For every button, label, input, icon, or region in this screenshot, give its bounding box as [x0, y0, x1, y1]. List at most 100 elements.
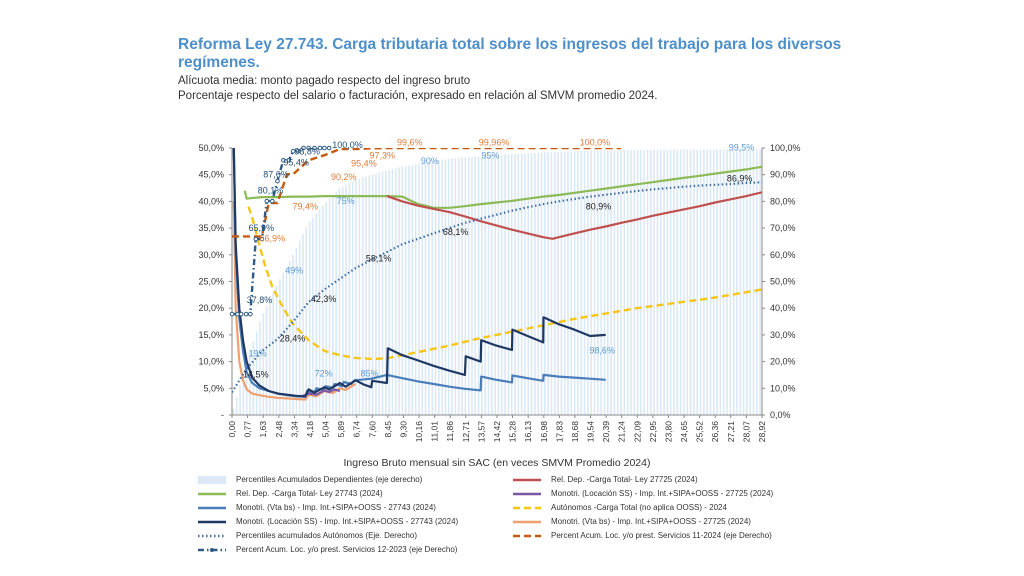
- percentile-bar: [653, 149, 655, 416]
- percentile-bar: [689, 149, 692, 416]
- series-point-percent_12_2023: [295, 148, 301, 154]
- percentile-bar: [242, 373, 245, 415]
- percentile-bar: [484, 155, 487, 415]
- percentile-bar: [491, 155, 493, 415]
- percentile-bar: [451, 158, 453, 416]
- percentile-bar: [696, 149, 699, 415]
- x-tick-label: 24,65: [679, 421, 689, 443]
- percentile-bar: [630, 149, 632, 416]
- percentile-bar: [444, 159, 447, 415]
- percentile-bar: [676, 149, 679, 416]
- percentile-bar: [308, 221, 311, 415]
- data-label: 98,8%: [294, 147, 320, 157]
- data-label: 99,5%: [729, 143, 755, 153]
- percentile-bar: [414, 164, 417, 415]
- percentile-bar: [302, 233, 304, 415]
- x-tick-label: 0,77: [243, 421, 253, 438]
- x-tick-label: 0,00: [227, 421, 237, 438]
- data-label: 65,9%: [249, 223, 275, 233]
- percentile-bar: [249, 351, 251, 415]
- percentile-bar: [285, 267, 288, 415]
- x-tick-label: 12,71: [461, 421, 471, 443]
- percentile-bar: [431, 161, 434, 415]
- percentile-bar: [265, 306, 268, 415]
- percentile-bar: [517, 153, 520, 415]
- x-tick-label: 2,48: [274, 421, 284, 438]
- percentile-bar: [524, 153, 526, 415]
- data-label: 90,2%: [331, 172, 357, 182]
- data-label: 86,9%: [727, 173, 753, 183]
- data-label: 37,8%: [247, 295, 273, 305]
- x-tick-label: 26,36: [710, 421, 720, 443]
- percentile-bar: [447, 158, 450, 415]
- percentile-bar: [666, 149, 669, 415]
- percentile-bar: [759, 149, 761, 415]
- legend-swatch: [198, 476, 226, 484]
- x-tick-label: 4,18: [305, 421, 315, 438]
- chart-title: Reforma Ley 27.743. Carga tributaria tot…: [178, 36, 842, 71]
- percentile-bar: [378, 172, 381, 415]
- percentile-bar: [640, 149, 642, 415]
- legend-label: Monotri. (Locación SS) - Imp. Int.+SIPA+…: [236, 517, 459, 526]
- y-tick-label-left: -: [221, 410, 224, 420]
- percentile-bar: [603, 150, 606, 415]
- legend-label: Monotri. (Vta bs) - Imp. Int.+SIPA+OOSS …: [236, 503, 436, 512]
- percentile-bar: [746, 149, 748, 415]
- series-line-monotri_loc_27725: [301, 388, 341, 398]
- percentile-bar: [712, 149, 715, 415]
- percentile-bar: [597, 150, 599, 415]
- percentile-bar: [583, 150, 586, 415]
- percentile-bar: [361, 177, 364, 415]
- x-tick-label: 5,89: [336, 421, 346, 438]
- legend-swatch: [513, 492, 541, 496]
- series-point-percent_12_2023: [248, 311, 253, 317]
- percentile-bar: [322, 205, 324, 415]
- series-point-percent_12_2023: [326, 145, 332, 151]
- legend-swatch: [198, 492, 226, 496]
- data-label: 68,1%: [443, 227, 469, 237]
- percentile-bar: [328, 198, 331, 415]
- x-tick-label: 28,07: [741, 421, 751, 443]
- y-tick-label-right: 0,0%: [770, 410, 791, 420]
- percentile-bar: [358, 178, 361, 415]
- data-label: 95,4%: [351, 159, 377, 169]
- legend-swatch: [198, 506, 226, 510]
- x-tick-label: 19,54: [586, 421, 596, 443]
- data-label: 58,1%: [366, 253, 392, 263]
- y-tick-label-right: 70,0%: [770, 223, 796, 233]
- percentile-bar: [385, 170, 387, 415]
- percentile-bar: [428, 162, 430, 415]
- percentile-bar: [255, 331, 258, 415]
- series-line-percent_autonomos: [232, 181, 762, 393]
- series-point-percent_12_2023: [301, 145, 306, 151]
- percentile-bar: [461, 157, 463, 415]
- percentile-bar: [590, 150, 593, 415]
- percentile-bar: [520, 153, 523, 415]
- percentile-bar: [282, 273, 284, 415]
- x-tick-label: 11,01: [430, 421, 440, 442]
- data-label: 19%: [249, 348, 267, 358]
- percentile-bar: [709, 149, 712, 415]
- legend-label: Percentiles Acumulados Dependientes (eje…: [236, 475, 423, 484]
- percentile-bar: [580, 150, 583, 415]
- y-tick-label-left: 40,0%: [198, 196, 224, 206]
- percentile-bar: [457, 157, 460, 415]
- x-tick-label: 9,30: [398, 421, 408, 438]
- data-label: 99,96%: [479, 137, 510, 147]
- data-label: 95%: [481, 151, 499, 161]
- x-tick-label: 22,95: [648, 421, 658, 443]
- percentile-bar: [540, 152, 543, 416]
- percentile-bar: [706, 149, 708, 415]
- percentile-bar: [606, 150, 609, 415]
- percentile-bar: [656, 149, 659, 416]
- percentile-bar: [537, 152, 540, 415]
- series-point-percent_12_2023: [235, 311, 240, 317]
- percentile-bar: [487, 155, 490, 415]
- x-tick-label: 7,60: [367, 421, 377, 438]
- percentile-bar: [335, 191, 337, 415]
- series-point-percent_12_2023: [259, 236, 265, 242]
- percentile-bar: [643, 149, 646, 416]
- legend-label: Monotri. (Locación SS) - Imp. Int.+SIPA+…: [551, 489, 774, 498]
- series-line-rel_dep_27743: [243, 165, 762, 209]
- percentile-bar: [298, 240, 301, 415]
